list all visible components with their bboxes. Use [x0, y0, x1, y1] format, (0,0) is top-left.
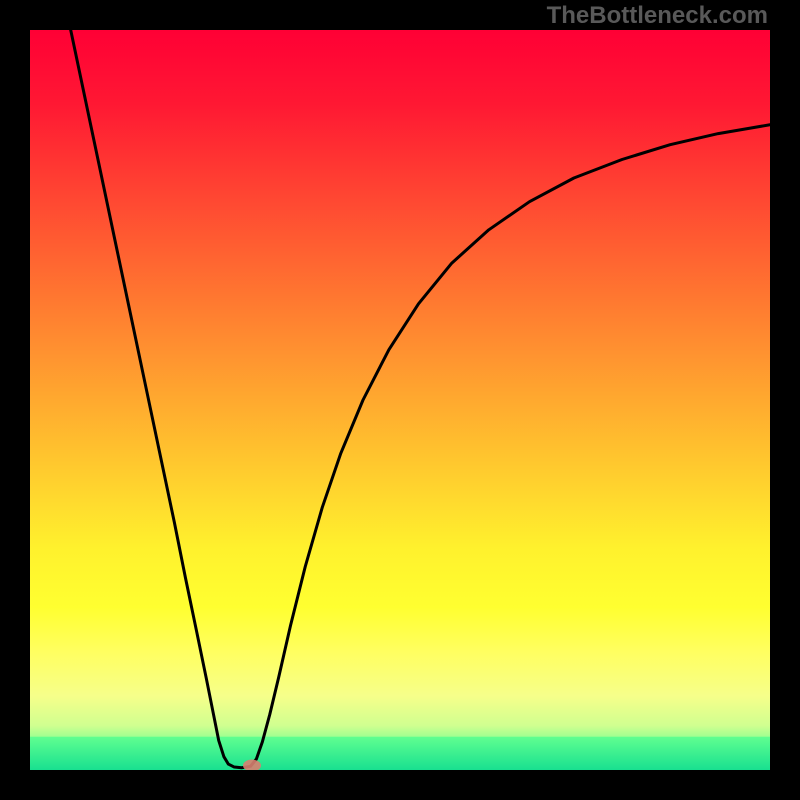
- plot-area: [30, 30, 770, 770]
- green-band: [30, 737, 770, 770]
- bottleneck-curve: [71, 30, 770, 768]
- watermark-text: TheBottleneck.com: [547, 2, 768, 30]
- curve-layer: [30, 30, 770, 770]
- chart-container: TheBottleneck.com: [0, 0, 800, 800]
